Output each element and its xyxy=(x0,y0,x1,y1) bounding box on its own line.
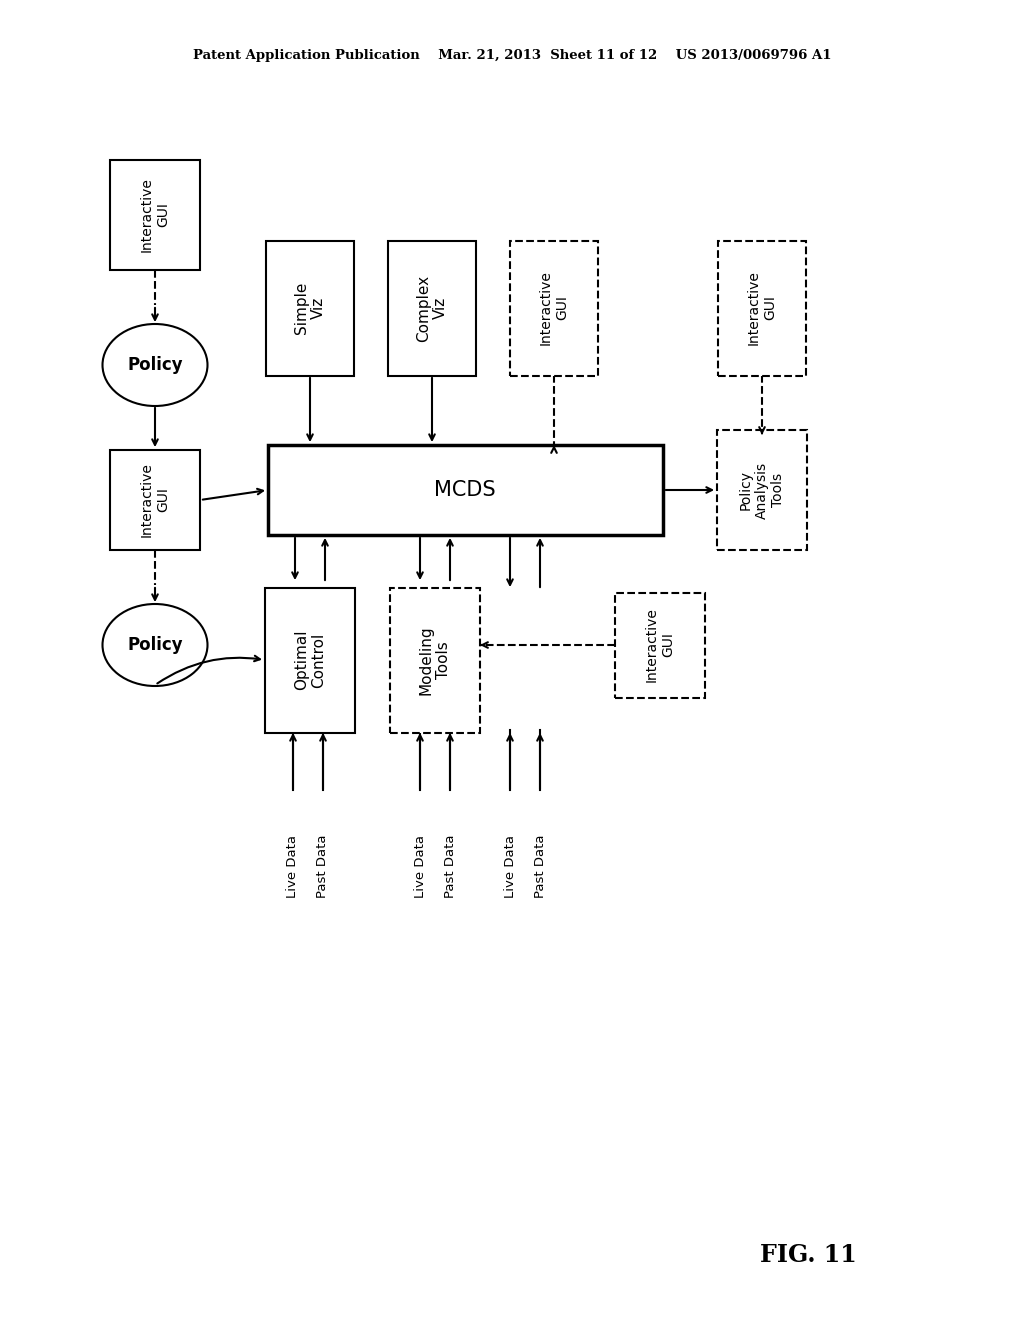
Text: Policy: Policy xyxy=(127,356,183,374)
Bar xyxy=(266,240,354,375)
Bar xyxy=(718,240,806,375)
Text: Past Data: Past Data xyxy=(534,836,547,899)
Bar xyxy=(388,240,476,375)
Ellipse shape xyxy=(102,605,208,686)
Text: Past Data: Past Data xyxy=(443,836,457,899)
Text: Live Data: Live Data xyxy=(414,836,427,898)
Text: Modeling
Tools: Modeling Tools xyxy=(419,626,452,694)
Bar xyxy=(510,240,598,375)
Text: Past Data: Past Data xyxy=(316,836,330,899)
Text: Policy: Policy xyxy=(127,636,183,653)
Text: Interactive
GUI: Interactive GUI xyxy=(645,607,675,682)
Text: Policy
Analysis
Tools: Policy Analysis Tools xyxy=(738,462,785,519)
Text: Complex
Viz: Complex Viz xyxy=(416,275,449,342)
Bar xyxy=(265,587,355,733)
Text: Interactive
GUI: Interactive GUI xyxy=(140,462,170,537)
Text: Interactive
GUI: Interactive GUI xyxy=(746,271,777,346)
Bar xyxy=(110,160,200,271)
Text: Interactive
GUI: Interactive GUI xyxy=(140,178,170,252)
Text: Patent Application Publication    Mar. 21, 2013  Sheet 11 of 12    US 2013/00697: Patent Application Publication Mar. 21, … xyxy=(193,49,831,62)
Ellipse shape xyxy=(102,323,208,407)
Bar xyxy=(110,450,200,550)
Text: MCDS: MCDS xyxy=(434,480,496,500)
Bar xyxy=(717,430,807,550)
Text: Optimal
Control: Optimal Control xyxy=(294,630,327,690)
Text: Live Data: Live Data xyxy=(504,836,516,898)
Text: FIG. 11: FIG. 11 xyxy=(760,1243,857,1267)
Bar xyxy=(267,445,663,535)
Bar xyxy=(615,593,705,697)
Text: Live Data: Live Data xyxy=(287,836,299,898)
Text: Simple
Viz: Simple Viz xyxy=(294,281,327,334)
Text: Interactive
GUI: Interactive GUI xyxy=(539,271,569,346)
Bar xyxy=(390,587,480,733)
